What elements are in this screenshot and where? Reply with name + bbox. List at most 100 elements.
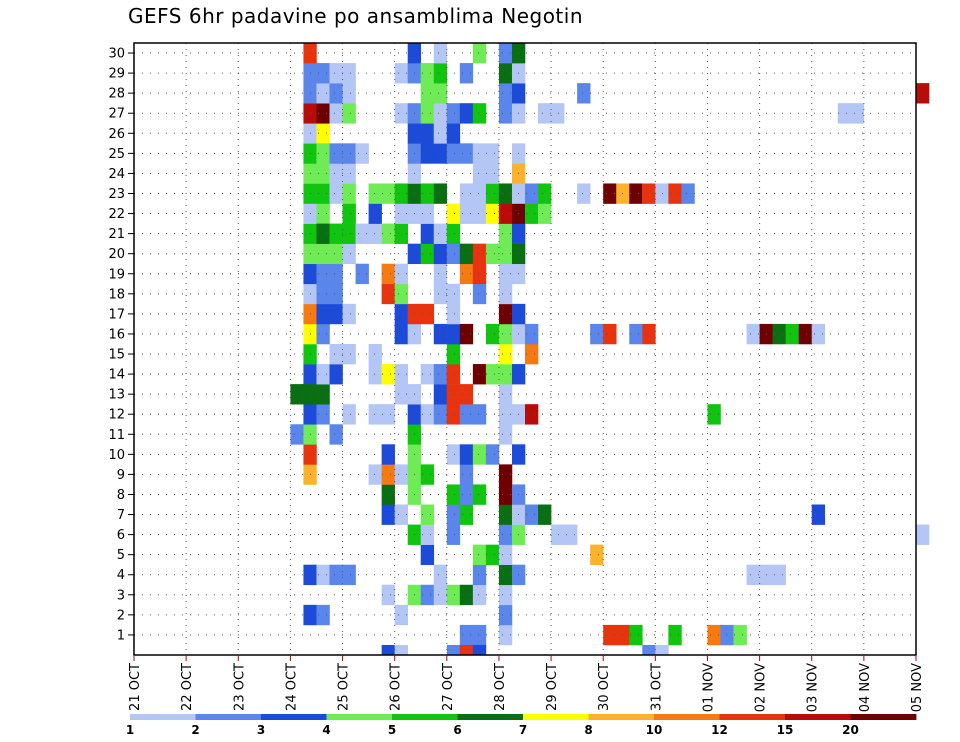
heatmap-cell [433, 183, 448, 204]
y-tick-label: 28 [108, 87, 125, 102]
heatmap-cell [316, 404, 330, 425]
heatmap-cell [472, 163, 487, 184]
heatmap-cell [420, 243, 435, 265]
heatmap-cell [342, 143, 356, 164]
x-tick-label: 01 NOV [701, 663, 716, 712]
heatmap-cell [420, 364, 435, 385]
heatmap-cell [498, 484, 513, 505]
heatmap-cell [394, 364, 408, 385]
heatmap-cell [498, 604, 513, 626]
heatmap-cell [433, 103, 448, 124]
heatmap-cell [342, 343, 356, 365]
x-tick-label: 30 OCT [597, 663, 612, 711]
heatmap-cell [381, 183, 395, 204]
heatmap-cell [472, 283, 487, 305]
heatmap-cell [525, 183, 539, 204]
heatmap-cell [316, 183, 330, 204]
heatmap-cell [433, 63, 448, 84]
heatmap-cell [707, 404, 721, 425]
heatmap-cell [329, 183, 343, 204]
heatmap-cell [485, 203, 500, 224]
heatmap-cell [433, 564, 448, 586]
x-tick-label: 26 OCT [389, 663, 404, 711]
heatmap-cell [446, 243, 461, 265]
heatmap-cell [459, 384, 474, 405]
heatmap-cell [446, 644, 461, 655]
heatmap-cell [355, 143, 369, 164]
heatmap-cell [485, 444, 500, 465]
heatmap-cell [564, 524, 578, 545]
legend-color-swatch [523, 714, 589, 720]
heatmap-cell [772, 564, 786, 586]
heatmap-cell [394, 183, 408, 204]
heatmap-cell [772, 323, 786, 345]
heatmap-cell [433, 243, 448, 265]
heatmap-cell [498, 323, 513, 345]
heatmap-cell [342, 203, 356, 224]
heatmap-cell [420, 103, 435, 124]
heatmap-cell [446, 203, 461, 224]
heatmap-cell [381, 644, 395, 655]
heatmap-cell [433, 83, 448, 104]
heatmap-cell [446, 323, 461, 345]
y-tick-label: 30 [108, 47, 125, 62]
heatmap-cell [381, 504, 395, 525]
heatmap-cell [342, 63, 356, 84]
heatmap-cell [642, 323, 656, 345]
heatmap-cell [629, 624, 643, 646]
heatmap-cell [342, 103, 356, 124]
heatmap-cell [420, 404, 435, 425]
heatmap-cell [316, 243, 330, 265]
heatmap-cell [538, 103, 552, 124]
legend-tick-label: 12 [711, 723, 728, 737]
heatmap-cell [342, 303, 356, 325]
heatmap-cell [316, 143, 330, 164]
heatmap-cell [459, 624, 474, 646]
heatmap-cell [329, 243, 343, 265]
heatmap-cell [394, 203, 408, 224]
heatmap-cell [459, 143, 474, 164]
heatmap-cell [394, 283, 408, 305]
x-tick-label: 22 OCT [180, 663, 195, 711]
y-tick-label: 21 [108, 227, 125, 242]
heatmap-cell [668, 183, 682, 204]
heatmap-cell [381, 464, 395, 485]
heatmap-cell [316, 83, 330, 104]
legend-tick-label: 20 [842, 723, 859, 737]
heatmap-cell [420, 584, 435, 606]
heatmap-cell [381, 283, 395, 305]
heatmap-cell [394, 464, 408, 485]
heatmap-cell [394, 103, 408, 124]
y-tick-label: 6 [117, 528, 125, 543]
legend-color-swatch [719, 714, 786, 720]
heatmap-cell [459, 323, 474, 345]
legend-color-swatch [785, 714, 851, 720]
heatmap-cell [394, 263, 408, 285]
heatmap-cell [342, 243, 356, 265]
heatmap-cell [459, 584, 474, 606]
x-tick-label: 24 OCT [284, 663, 299, 711]
heatmap-cell [316, 364, 330, 385]
heatmap-cell [342, 223, 356, 244]
heatmap-cell [733, 624, 747, 646]
heatmap-cell [381, 404, 395, 425]
heatmap-cell [394, 604, 408, 626]
heatmap-cell [316, 163, 330, 184]
heatmap-cell [498, 624, 513, 646]
heatmap-cell [811, 323, 826, 345]
heatmap-cell [446, 404, 461, 425]
legend-color-swatch [850, 714, 917, 720]
heatmap-cell [525, 504, 539, 525]
heatmap-cell [446, 504, 461, 525]
y-tick-label: 29 [108, 67, 125, 82]
heatmap-cell [850, 103, 865, 124]
legend-color-swatch [261, 714, 327, 720]
heatmap-cell [329, 143, 343, 164]
legend-tick-label: 10 [646, 723, 663, 737]
heatmap-cell [420, 63, 435, 84]
heatmap-cell [433, 223, 448, 244]
legend-color-swatch [195, 714, 262, 720]
heatmap-cell [590, 544, 604, 566]
heatmap-cell [498, 504, 513, 525]
y-tick-label: 3 [117, 588, 125, 603]
